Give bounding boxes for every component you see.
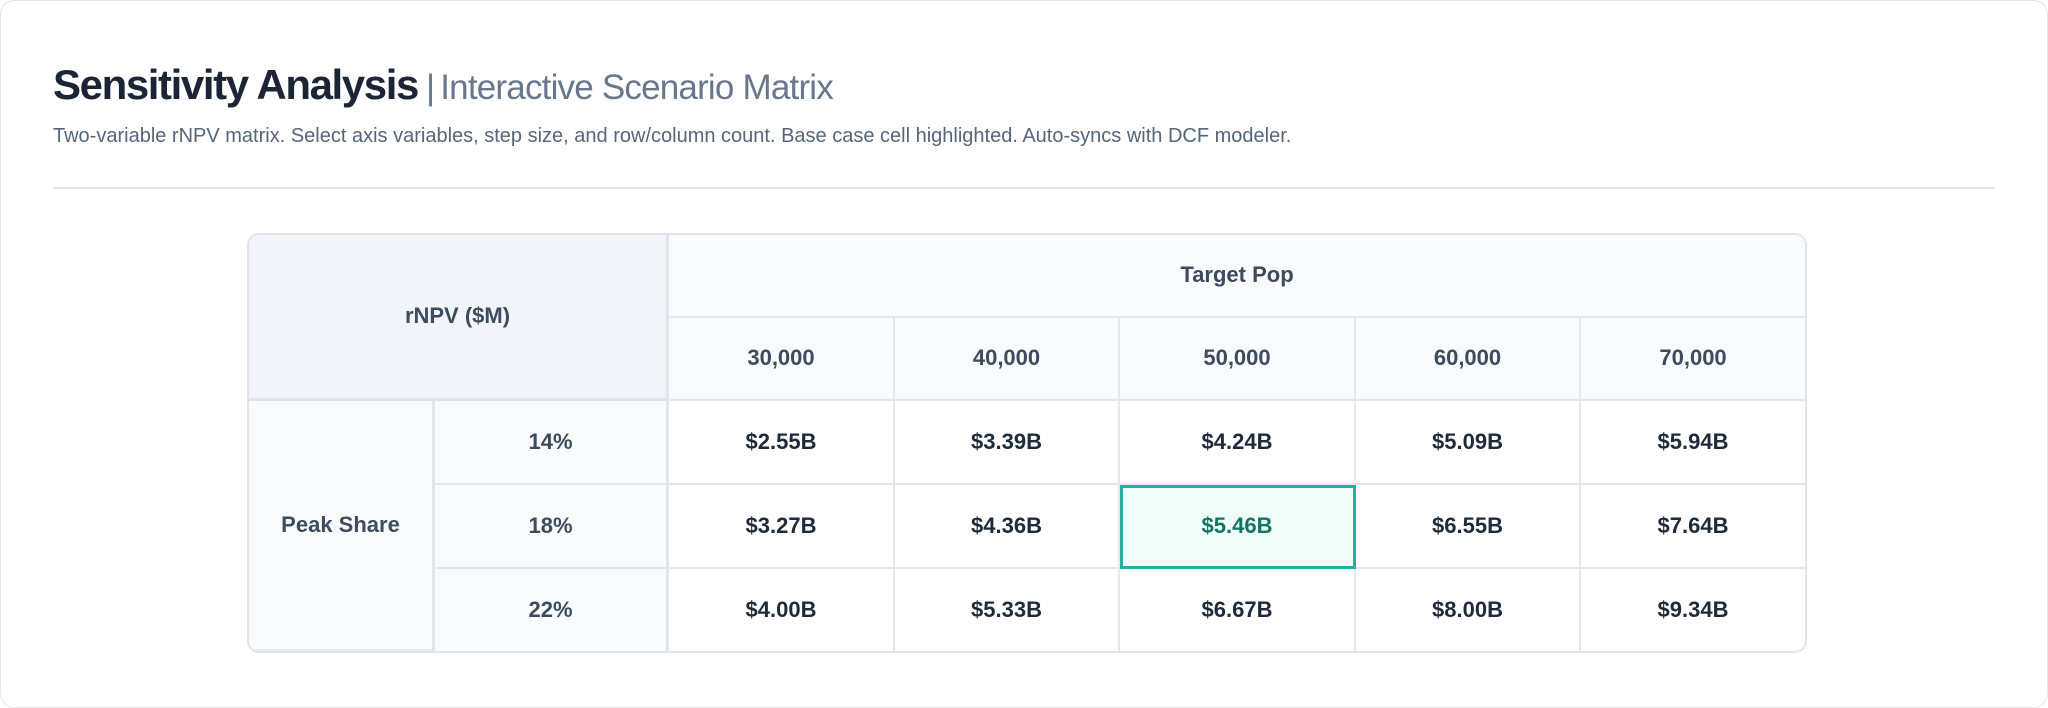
column-header: 60,000 [1356, 317, 1581, 401]
header: Sensitivity Analysis | Interactive Scena… [53, 61, 1995, 148]
matrix-cell[interactable]: $6.55B [1356, 484, 1581, 569]
matrix-cell[interactable]: $5.33B [895, 568, 1120, 651]
title-separator: | [425, 68, 435, 107]
matrix-cell[interactable]: $2.55B [669, 400, 895, 485]
matrix-cell[interactable]: $3.39B [895, 400, 1120, 485]
matrix-cell[interactable]: $5.09B [1356, 400, 1581, 485]
matrix-corner-label: rNPV ($M) [249, 235, 669, 401]
row-variable-label[interactable]: Peak Share [249, 400, 435, 651]
title-row: Sensitivity Analysis | Interactive Scena… [53, 61, 1995, 109]
row-header: 18% [435, 484, 669, 569]
header-divider [53, 187, 1995, 189]
column-header: 70,000 [1581, 317, 1806, 401]
column-variable-label[interactable]: Target Pop [669, 235, 1806, 318]
matrix-cell[interactable]: $5.94B [1581, 400, 1806, 485]
column-header: 40,000 [895, 317, 1120, 401]
column-header: 50,000 [1120, 317, 1356, 401]
column-header: 30,000 [669, 317, 895, 401]
matrix-cell[interactable]: $9.34B [1581, 568, 1806, 651]
row-header: 14% [435, 400, 669, 485]
base-case-cell[interactable]: $5.46B [1120, 484, 1356, 569]
page-description: Two-variable rNPV matrix. Select axis va… [53, 125, 1292, 147]
matrix-cell[interactable]: $6.67B [1120, 568, 1356, 651]
matrix-cell[interactable]: $4.36B [895, 484, 1120, 569]
matrix-cell[interactable]: $4.24B [1120, 400, 1356, 485]
row-header: 22% [435, 568, 669, 651]
matrix-cell[interactable]: $3.27B [669, 484, 895, 569]
page-subtitle: Interactive Scenario Matrix [440, 68, 834, 107]
matrix-cell[interactable]: $7.64B [1581, 484, 1806, 569]
page-title: Sensitivity Analysis [53, 61, 419, 108]
sensitivity-matrix: rNPV ($M) Target Pop 30,000 40,000 50,00… [247, 233, 1808, 653]
matrix-cell[interactable]: $8.00B [1356, 568, 1581, 651]
matrix-cell[interactable]: $4.00B [669, 568, 895, 651]
